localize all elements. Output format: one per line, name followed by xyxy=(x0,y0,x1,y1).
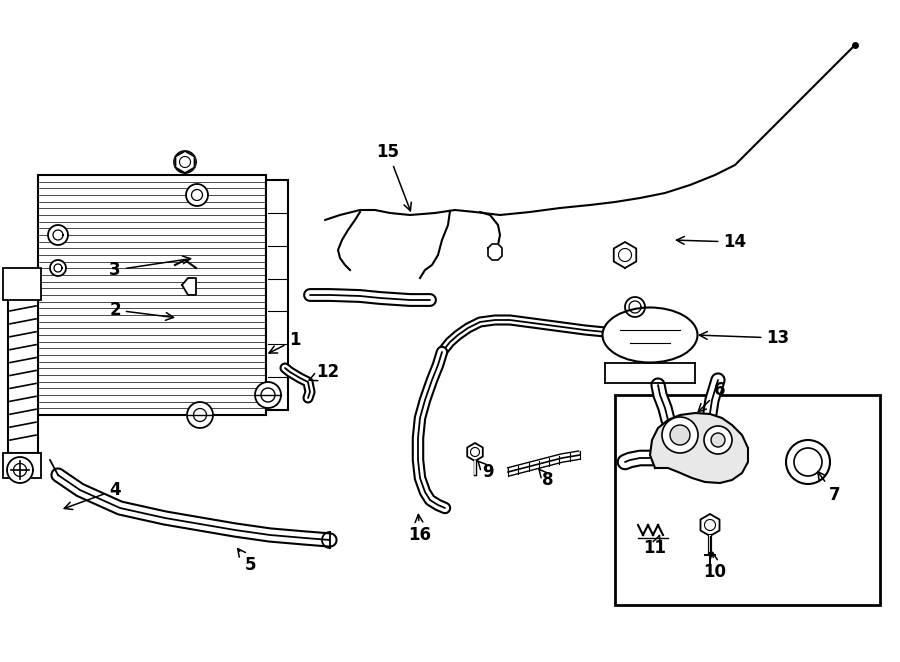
Text: 8: 8 xyxy=(539,469,554,489)
Polygon shape xyxy=(467,443,482,461)
Polygon shape xyxy=(182,278,196,295)
Text: 11: 11 xyxy=(644,536,667,557)
Polygon shape xyxy=(488,244,502,260)
Polygon shape xyxy=(7,457,33,483)
Circle shape xyxy=(786,440,830,484)
Circle shape xyxy=(255,382,281,408)
Text: 10: 10 xyxy=(704,553,726,581)
Text: 7: 7 xyxy=(818,471,841,504)
Text: 13: 13 xyxy=(699,329,789,347)
Polygon shape xyxy=(179,156,191,167)
Polygon shape xyxy=(194,408,206,422)
Ellipse shape xyxy=(602,308,698,363)
Polygon shape xyxy=(192,189,202,201)
Text: 1: 1 xyxy=(269,331,301,353)
Circle shape xyxy=(261,388,275,402)
Polygon shape xyxy=(48,225,68,245)
Polygon shape xyxy=(54,264,62,272)
Text: 5: 5 xyxy=(238,549,256,574)
Circle shape xyxy=(711,433,725,447)
Bar xyxy=(3,453,41,478)
Polygon shape xyxy=(650,413,748,483)
Polygon shape xyxy=(176,151,194,173)
Polygon shape xyxy=(174,151,196,173)
Text: 2: 2 xyxy=(109,301,174,320)
Polygon shape xyxy=(50,260,66,276)
Bar xyxy=(8,298,38,453)
Text: 14: 14 xyxy=(677,233,747,251)
Bar xyxy=(3,268,41,300)
Text: 6: 6 xyxy=(698,381,725,412)
Polygon shape xyxy=(700,514,719,536)
Text: 3: 3 xyxy=(109,256,191,279)
Circle shape xyxy=(662,417,698,453)
Circle shape xyxy=(704,426,732,454)
Polygon shape xyxy=(186,184,208,206)
Text: 4: 4 xyxy=(64,481,121,510)
Text: 16: 16 xyxy=(409,514,431,544)
Bar xyxy=(266,180,288,410)
Polygon shape xyxy=(187,402,213,428)
Text: 15: 15 xyxy=(376,143,411,211)
Polygon shape xyxy=(614,242,636,268)
Polygon shape xyxy=(53,230,63,240)
Text: 9: 9 xyxy=(477,461,494,481)
Circle shape xyxy=(794,448,822,476)
Circle shape xyxy=(670,425,690,445)
Bar xyxy=(615,395,880,605)
Bar xyxy=(38,175,266,415)
Polygon shape xyxy=(14,463,26,477)
Text: 12: 12 xyxy=(309,363,339,381)
